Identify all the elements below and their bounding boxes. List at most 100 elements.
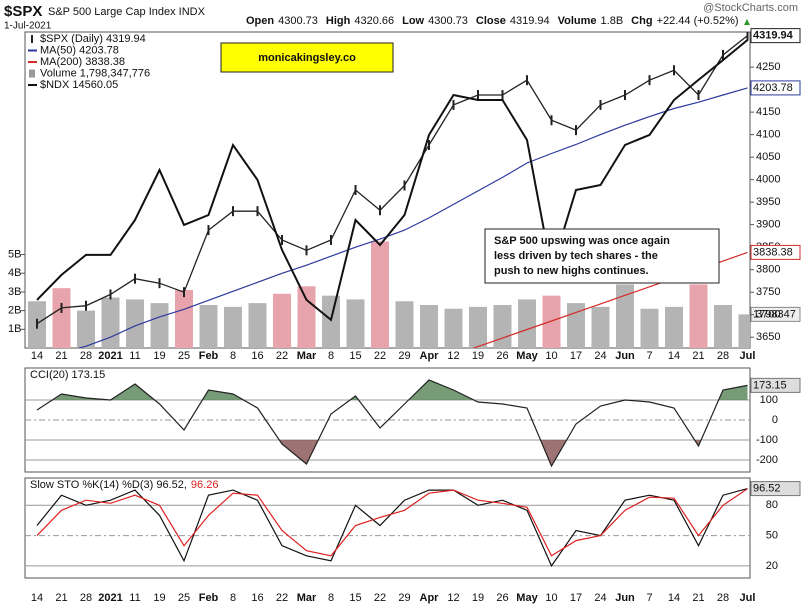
- x-tick-label: 29: [398, 592, 410, 604]
- x-tick-label: May: [516, 350, 538, 362]
- value-tag: [750, 28, 801, 44]
- volume-bar: [297, 286, 316, 348]
- x-tick-label: 29: [398, 350, 410, 362]
- y-tick-label: 4000: [756, 174, 780, 186]
- x-tick-label: 11: [129, 350, 140, 362]
- value-tag: [750, 481, 801, 497]
- x-tick-label: 12: [447, 592, 459, 604]
- value-tag: [750, 244, 801, 260]
- x-tick-label: 19: [153, 592, 165, 604]
- x-tick-label: 7: [646, 592, 652, 604]
- x-tick-label: 12: [447, 350, 459, 362]
- volume-bar: [542, 295, 561, 348]
- volume-bar: [616, 284, 634, 348]
- x-tick-label: Jul: [740, 350, 756, 362]
- watermark: monicakingsley.co: [258, 52, 356, 64]
- value-tag-label: 4319.94: [753, 30, 794, 42]
- x-tick-label: 21: [55, 350, 67, 362]
- y-tick-label: 100: [760, 394, 778, 406]
- quote: Open 4300.73 High 4320.66 Low 4300.73 Close 431…: [246, 15, 739, 27]
- x-tick-label: 24: [594, 350, 606, 362]
- volume-bar: [591, 306, 610, 348]
- x-tick-label: 14: [668, 350, 680, 362]
- volume-bar: [101, 297, 120, 348]
- x-tick-label: 10: [545, 592, 557, 604]
- y-tick-label: 50: [766, 529, 778, 541]
- quote-value: +22.44 (+0.52%): [657, 15, 739, 27]
- volume-bar: [224, 306, 242, 348]
- volume-bar: [444, 308, 463, 348]
- y-tick-label: 3700: [756, 309, 780, 321]
- volume-bar: [665, 306, 683, 348]
- x-tick-label: 8: [328, 350, 334, 362]
- series-line: [36, 488, 748, 568]
- y-tick-label: 4100: [756, 129, 780, 141]
- volume-bar: [199, 304, 218, 348]
- y-tick-label: 4250: [756, 61, 780, 73]
- y-tick-label: 2B: [8, 305, 21, 317]
- volume-bar: [322, 295, 340, 348]
- cci-band-fill: [37, 380, 748, 400]
- value-tag-label: 4203.78: [753, 82, 793, 94]
- y-tick-label: 4150: [756, 106, 780, 118]
- x-tick-label: Apr: [420, 350, 440, 362]
- y-tick-label: 3900: [756, 219, 780, 231]
- x-tick-label: 19: [153, 350, 165, 362]
- x-tick-label: 28: [717, 350, 729, 362]
- x-tick-label: 15: [349, 592, 361, 604]
- legend-entry: $SPX (Daily) 4319.94: [40, 33, 146, 45]
- up-arrow: [744, 19, 750, 25]
- y-tick-label: 4B: [8, 267, 21, 279]
- value-tag-label: 96.52: [753, 482, 781, 494]
- volume-bar: [371, 241, 389, 348]
- x-tick-label: 2021: [98, 592, 122, 604]
- volume-bar: [77, 310, 95, 348]
- quote-value: 4300.73: [428, 15, 468, 27]
- x-tick-label: Apr: [420, 592, 440, 604]
- series-line: [36, 379, 748, 468]
- annotation-line: push to new highs continues.: [494, 265, 649, 277]
- x-tick-label: 2021: [98, 350, 122, 362]
- value-tag-label: 173.15: [753, 379, 787, 391]
- watermark-box: [220, 42, 394, 73]
- volume-bar: [248, 303, 267, 348]
- y-tick-label: 20: [766, 560, 778, 572]
- panel-title: CCI(20) 173.15: [30, 369, 105, 381]
- quote-value: 4300.73: [278, 15, 318, 27]
- x-tick-label: 8: [230, 350, 236, 362]
- x-tick-label: May: [516, 592, 538, 604]
- x-tick-label: 28: [717, 592, 729, 604]
- panel-title-d: 96.26: [191, 479, 219, 491]
- volume-bar: [150, 303, 169, 348]
- value-tag-label: 3838.38: [753, 246, 793, 258]
- volume-bar: [420, 304, 438, 348]
- quote-label: Volume: [558, 15, 597, 27]
- x-tick-label: 21: [692, 350, 704, 362]
- y-tick-label: 5B: [8, 248, 21, 260]
- volume-bar: [518, 299, 536, 348]
- volume-bar: [493, 304, 512, 348]
- x-tick-label: 8: [230, 592, 236, 604]
- x-tick-label: 28: [80, 592, 92, 604]
- x-tick-label: 14: [31, 350, 43, 362]
- series-line: [77, 87, 748, 348]
- x-tick-label: 10: [545, 350, 557, 362]
- x-tick-label: Jun: [615, 350, 635, 362]
- legend-symbol: [29, 69, 35, 78]
- x-tick-label: 14: [668, 592, 680, 604]
- value-tag: [750, 80, 801, 96]
- x-tick-label: 22: [276, 592, 288, 604]
- quote-label: Chg: [631, 15, 652, 27]
- x-tick-label: 26: [496, 592, 508, 604]
- quote-value: 4320.66: [354, 15, 394, 27]
- y-tick-label: 3750: [756, 286, 780, 298]
- sto-panel: [24, 477, 751, 579]
- x-tick-label: 25: [178, 350, 190, 362]
- y-tick-label: -200: [756, 454, 778, 466]
- x-tick-label: 22: [374, 592, 386, 604]
- quote-value: 4319.94: [510, 15, 550, 27]
- volume-bar: [126, 299, 144, 348]
- y-tick-label: 3800: [756, 264, 780, 276]
- legend-entry: MA(200) 3838.38: [40, 56, 125, 68]
